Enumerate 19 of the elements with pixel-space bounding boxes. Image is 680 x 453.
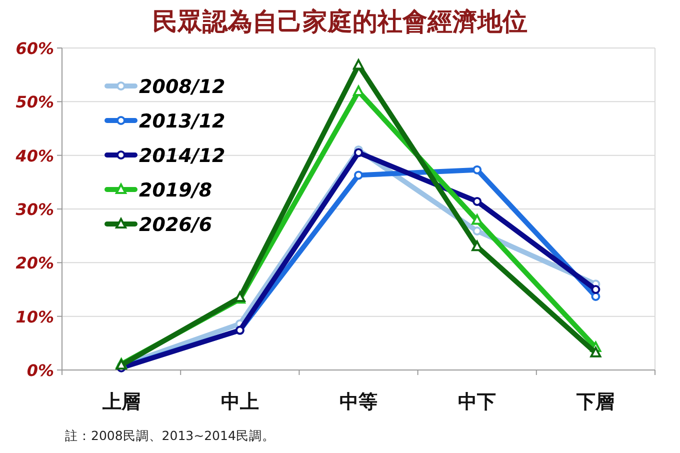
chart-title: 民眾認為自己家庭的社會經濟地位 xyxy=(152,7,528,36)
legend-label: 2014/12 xyxy=(139,145,226,167)
y-tick-label: 60% xyxy=(16,39,54,58)
x-tick-label: 上層 xyxy=(101,391,140,413)
y-tick-label: 20% xyxy=(16,254,54,273)
x-tick-label: 中下 xyxy=(458,391,496,413)
x-tick-label: 中上 xyxy=(220,391,259,413)
y-tick-label: 10% xyxy=(16,307,54,326)
y-tick-label: 30% xyxy=(16,200,54,219)
text: 註：2008民調、2013~2014民調。 xyxy=(65,428,275,443)
x-tick-label: 中等 xyxy=(340,391,378,413)
legend-label: 2019/8 xyxy=(139,180,212,202)
legend-label: 2008/12 xyxy=(139,76,226,98)
y-tick-label: 0% xyxy=(26,361,54,380)
legend-label: 2026/6 xyxy=(139,214,212,236)
legend-label: 2013/12 xyxy=(139,110,226,132)
y-tick-label: 50% xyxy=(16,92,54,112)
x-tick-label: 下層 xyxy=(576,392,615,413)
y-tick-label: 40% xyxy=(14,146,54,166)
